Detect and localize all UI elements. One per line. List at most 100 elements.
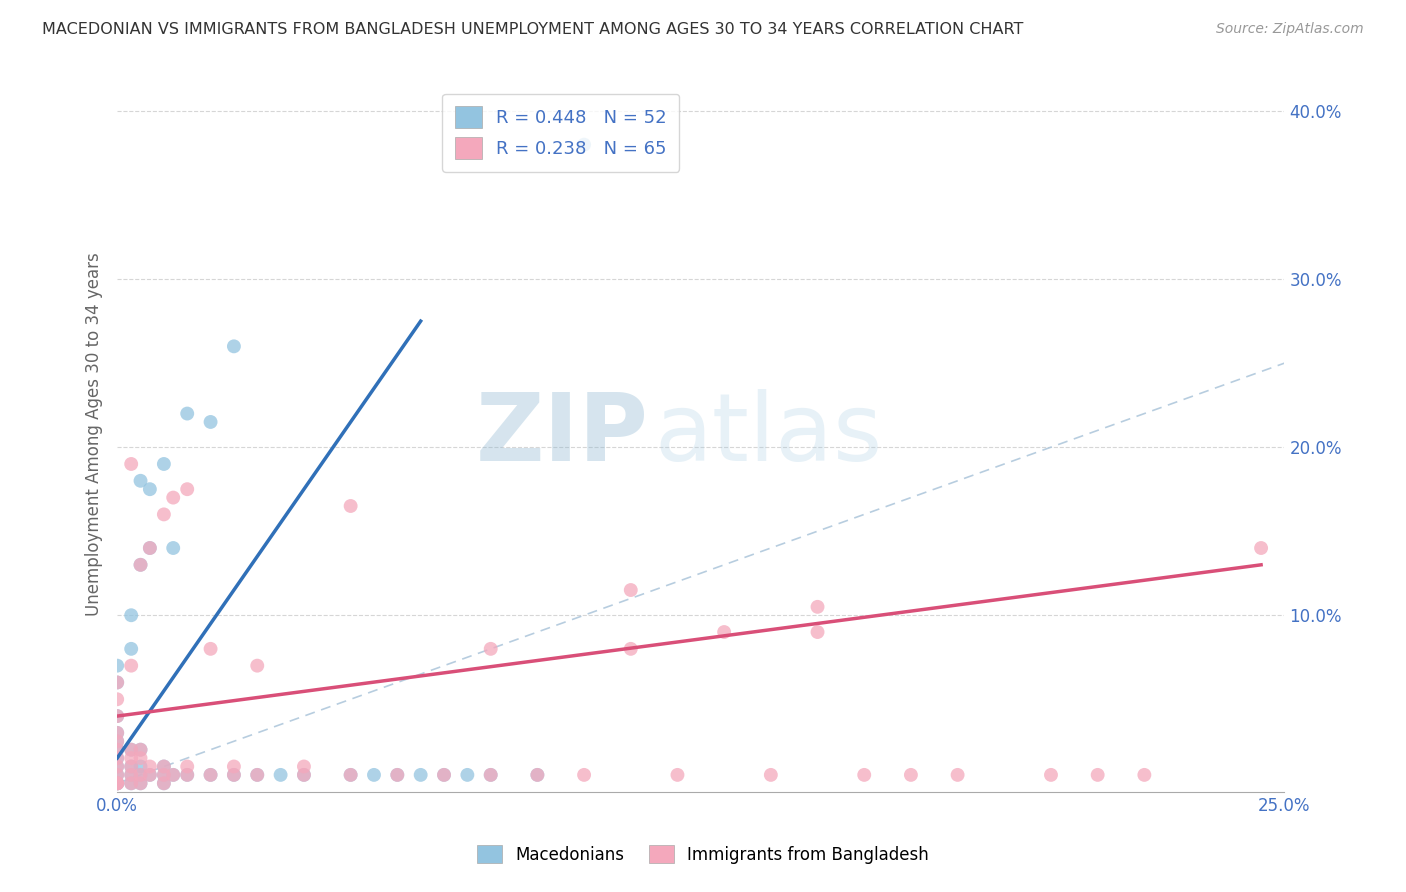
Point	[105, 759, 128, 773]
Point	[339, 768, 361, 782]
Point	[200, 415, 222, 429]
Point	[153, 776, 176, 790]
Point	[222, 768, 245, 782]
Text: MACEDONIAN VS IMMIGRANTS FROM BANGLADESH UNEMPLOYMENT AMONG AGES 30 TO 34 YEARS : MACEDONIAN VS IMMIGRANTS FROM BANGLADESH…	[42, 22, 1024, 37]
Point	[1250, 541, 1272, 555]
Point	[806, 625, 828, 640]
Point	[129, 474, 152, 488]
Point	[129, 742, 152, 756]
Point	[246, 658, 269, 673]
Point	[120, 658, 142, 673]
Point	[162, 768, 184, 782]
Legend: Macedonians, Immigrants from Bangladesh: Macedonians, Immigrants from Bangladesh	[470, 838, 936, 871]
Point	[105, 759, 128, 773]
Point	[153, 768, 176, 782]
Point	[129, 776, 152, 790]
Point	[162, 541, 184, 555]
Point	[1087, 768, 1109, 782]
Point	[105, 751, 128, 765]
Point	[153, 759, 176, 773]
Point	[176, 759, 198, 773]
Point	[900, 768, 922, 782]
Point	[139, 759, 162, 773]
Point	[105, 734, 128, 748]
Point	[105, 768, 128, 782]
Point	[105, 709, 128, 723]
Point	[129, 558, 152, 572]
Point	[153, 759, 176, 773]
Point	[526, 768, 548, 782]
Point	[105, 776, 128, 790]
Point	[120, 768, 142, 782]
Point	[105, 751, 128, 765]
Point	[363, 768, 385, 782]
Legend: R = 0.448   N = 52, R = 0.238   N = 65: R = 0.448 N = 52, R = 0.238 N = 65	[441, 94, 679, 172]
Point	[479, 768, 502, 782]
Point	[105, 726, 128, 740]
Point	[129, 751, 152, 765]
Point	[176, 768, 198, 782]
Point	[105, 675, 128, 690]
Point	[139, 541, 162, 555]
Point	[1133, 768, 1156, 782]
Point	[479, 641, 502, 656]
Point	[153, 768, 176, 782]
Point	[129, 768, 152, 782]
Text: ZIP: ZIP	[475, 389, 648, 481]
Text: Source: ZipAtlas.com: Source: ZipAtlas.com	[1216, 22, 1364, 37]
Point	[120, 776, 142, 790]
Point	[139, 768, 162, 782]
Point	[162, 768, 184, 782]
Point	[572, 768, 595, 782]
Point	[105, 776, 128, 790]
Point	[620, 582, 643, 597]
Point	[105, 726, 128, 740]
Point	[222, 339, 245, 353]
Point	[620, 641, 643, 656]
Point	[433, 768, 456, 782]
Point	[105, 734, 128, 748]
Point	[120, 608, 142, 623]
Point	[176, 407, 198, 421]
Point	[129, 776, 152, 790]
Point	[153, 776, 176, 790]
Point	[139, 768, 162, 782]
Point	[120, 742, 142, 756]
Point	[153, 508, 176, 522]
Point	[129, 558, 152, 572]
Point	[713, 625, 735, 640]
Point	[759, 768, 782, 782]
Point	[853, 768, 876, 782]
Point	[105, 742, 128, 756]
Point	[129, 742, 152, 756]
Point	[339, 768, 361, 782]
Point	[105, 776, 128, 790]
Point	[120, 768, 142, 782]
Point	[176, 768, 198, 782]
Point	[139, 541, 162, 555]
Point	[153, 457, 176, 471]
Point	[292, 768, 315, 782]
Point	[200, 768, 222, 782]
Point	[246, 768, 269, 782]
Point	[105, 692, 128, 706]
Point	[222, 759, 245, 773]
Point	[139, 482, 162, 496]
Point	[105, 709, 128, 723]
Point	[666, 768, 689, 782]
Point	[946, 768, 969, 782]
Point	[129, 759, 152, 773]
Point	[105, 675, 128, 690]
Point	[120, 759, 142, 773]
Point	[479, 768, 502, 782]
Point	[409, 768, 432, 782]
Point	[222, 768, 245, 782]
Point	[292, 768, 315, 782]
Point	[200, 641, 222, 656]
Point	[120, 742, 142, 756]
Point	[433, 768, 456, 782]
Point	[120, 776, 142, 790]
Point	[200, 768, 222, 782]
Point	[339, 499, 361, 513]
Point	[120, 457, 142, 471]
